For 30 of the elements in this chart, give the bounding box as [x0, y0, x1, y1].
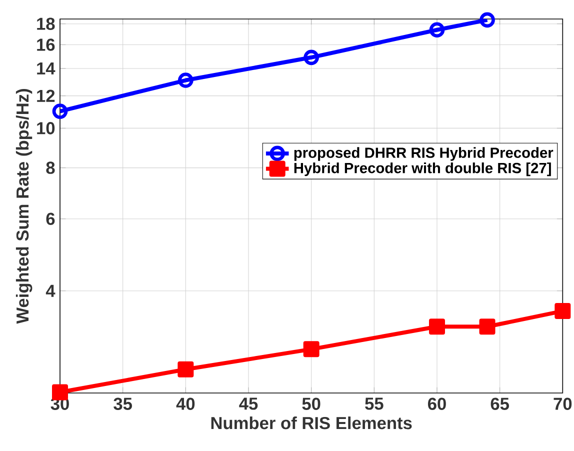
x-tick-label: 45 — [239, 398, 258, 410]
y-tick-label: 12 — [37, 90, 55, 102]
point — [554, 303, 571, 320]
legend-label: Hybrid Precoder with double RIS [27] — [294, 162, 551, 176]
y-tick-label: 14 — [37, 62, 56, 74]
x-tick-label: 65 — [490, 398, 509, 410]
point — [429, 22, 445, 38]
point — [304, 50, 320, 66]
legend-label: proposed DHRR RIS Hybrid Precoder — [294, 147, 554, 161]
y-tick-label: 16 — [37, 38, 55, 51]
point — [303, 341, 320, 358]
y-tick-label: 6 — [46, 212, 55, 226]
y-tick-label: 8 — [46, 162, 55, 174]
point — [52, 104, 68, 119]
y-tick-label: 18 — [37, 18, 55, 30]
y-tick-label: 4 — [46, 284, 56, 297]
point — [480, 12, 495, 28]
point — [178, 361, 194, 378]
x-axis-title: Number of RIS Elements — [211, 416, 412, 430]
x-tick-label: 70 — [554, 398, 572, 410]
x-tick-label: 35 — [114, 398, 132, 410]
y-tick-label: 10 — [37, 122, 55, 134]
point — [178, 72, 194, 88]
point — [479, 318, 496, 335]
x-tick-label: 55 — [365, 398, 384, 410]
x-tick-label: 60 — [428, 398, 446, 410]
x-tick-label: 50 — [302, 398, 320, 410]
x-tick-label: 40 — [176, 398, 195, 410]
y-axis-title: Weighted Sum Rate (bps/Hz) — [16, 89, 32, 324]
point — [429, 318, 445, 335]
